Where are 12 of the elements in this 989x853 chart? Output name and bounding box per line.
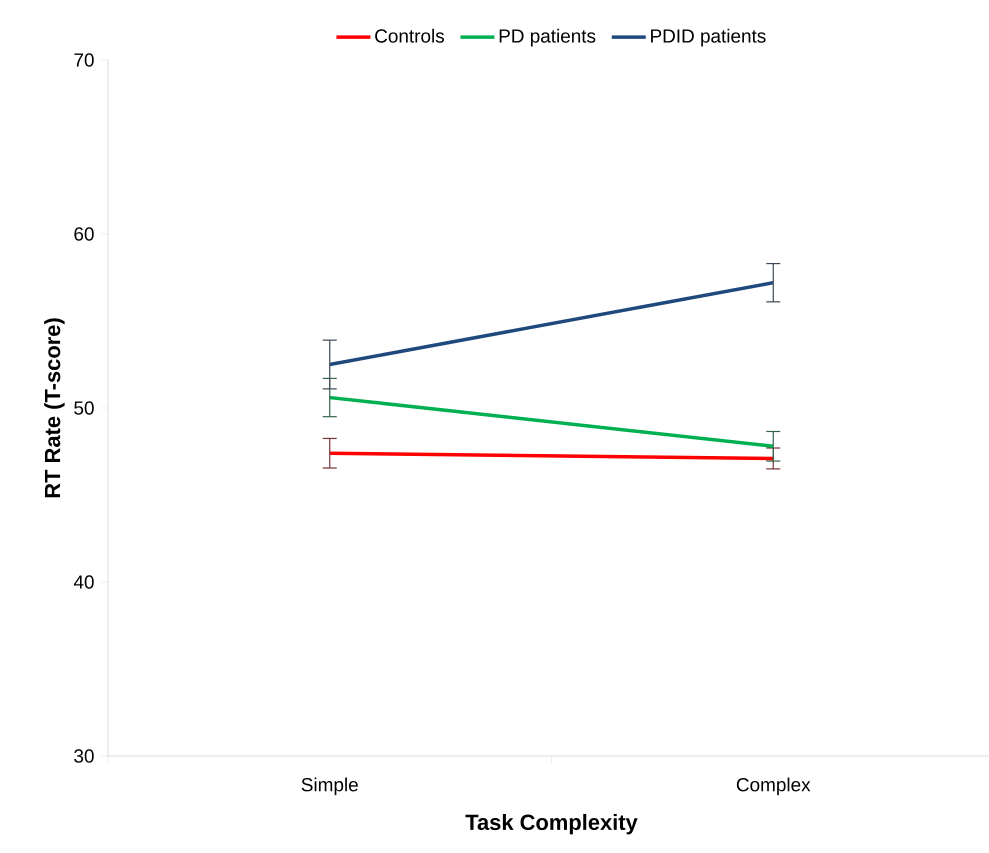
y-tick-label: 40 xyxy=(74,575,94,589)
y-tick-label: 50 xyxy=(74,401,94,415)
legend-label: Controls xyxy=(375,28,444,43)
y-tick-label: 70 xyxy=(74,53,94,67)
x-tick-label: Simple xyxy=(302,778,358,796)
y-tick-label: 60 xyxy=(74,227,94,241)
y-axis-title: RT Rate (T-score) xyxy=(44,318,65,498)
x-tick-label: Complex xyxy=(736,778,810,796)
legend-label: PD patients xyxy=(500,28,596,46)
y-tick-label: 30 xyxy=(74,749,94,763)
legend-label: PDID patients xyxy=(651,28,766,46)
x-axis-title: Task Complexity xyxy=(465,814,638,834)
